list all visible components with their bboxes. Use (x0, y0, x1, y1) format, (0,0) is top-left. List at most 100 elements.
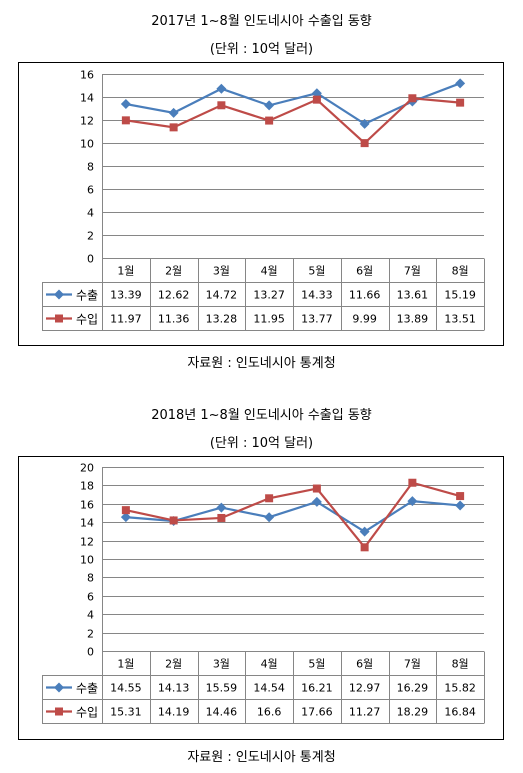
x-category-label: 6월 (356, 658, 373, 671)
chart-subtitle-2017: (단위 : 10억 달러) (209, 42, 314, 57)
data-point-marker (216, 83, 227, 94)
data-point-marker (265, 494, 274, 503)
data-table-value: 11.95 (253, 313, 285, 326)
y-tick-label: 8 (87, 572, 94, 585)
chart-subtitle-2018: (단위 : 10억 달러) (209, 436, 314, 451)
chart-title-2018: 2018년 1~8월 인도네시아 수출입 동향 (151, 408, 372, 423)
data-table-value: 14.13 (158, 682, 190, 695)
chart-source-2018: 자료원 : 인도네시아 통계청 (187, 750, 336, 765)
y-tick-label: 0 (87, 646, 94, 659)
data-table-value: 15.59 (206, 682, 238, 695)
x-category-label: 3월 (213, 265, 230, 278)
legend-series-name: 수출 (76, 682, 98, 696)
series-line-수출 (125, 500, 461, 533)
data-point-marker (311, 496, 322, 507)
data-table-value: 13.27 (253, 289, 285, 302)
y-tick-label: 14 (80, 92, 94, 105)
y-tick-label: 8 (87, 161, 94, 174)
y-tick-label: 20 (80, 462, 94, 475)
data-point-marker (407, 496, 418, 507)
legend-series-name: 수출 (76, 289, 98, 303)
y-tick-label: 12 (80, 536, 94, 549)
data-point-marker (408, 478, 417, 487)
data-point-marker (264, 512, 275, 523)
data-table-value: 11.66 (349, 289, 381, 302)
chart-frame-2017 (18, 62, 504, 346)
data-point-marker (359, 118, 370, 129)
data-point-marker (455, 78, 466, 89)
data-table-value: 11.36 (158, 313, 190, 326)
y-tick-label: 18 (80, 480, 94, 493)
chart-title-2017: 2017년 1~8월 인도네시아 수출입 동향 (151, 14, 372, 29)
x-category-label: 3월 (213, 658, 230, 671)
y-tick-label: 2 (87, 230, 94, 243)
y-tick-label: 12 (80, 115, 94, 128)
data-point-marker (120, 99, 131, 110)
data-point-marker (217, 513, 226, 522)
data-point-marker (217, 101, 226, 110)
y-tick-label: 2 (87, 628, 94, 641)
x-category-label: 4월 (261, 265, 278, 278)
x-category-label: 8월 (452, 265, 469, 278)
y-tick-label: 6 (87, 591, 94, 604)
data-point-marker (359, 526, 370, 537)
y-tick-label: 16 (80, 499, 94, 512)
data-table-value: 13.28 (206, 313, 238, 326)
data-point-marker (360, 543, 369, 552)
y-tick-label: 14 (80, 517, 94, 530)
data-point-marker (312, 95, 321, 104)
y-tick-label: 0 (87, 253, 94, 266)
data-point-marker (456, 98, 465, 107)
x-category-label: 4월 (261, 658, 278, 671)
y-tick-label: 4 (87, 207, 94, 220)
y-tick-label: 4 (87, 609, 94, 622)
data-point-marker (408, 94, 417, 103)
data-table-value: 13.89 (397, 313, 429, 326)
data-table-value: 16.29 (397, 682, 429, 695)
data-table-value: 16.84 (444, 706, 476, 719)
legend-key-marker (55, 314, 63, 323)
data-table-value: 12.62 (158, 289, 190, 302)
data-table-value: 14.19 (158, 706, 190, 719)
data-table-value: 14.72 (206, 289, 238, 302)
data-point-marker (120, 512, 131, 523)
legend-key-marker (54, 682, 64, 693)
chart-source-2017: 자료원 : 인도네시아 통계청 (187, 356, 336, 371)
series-line-수입 (125, 481, 461, 550)
data-point-marker (169, 123, 178, 132)
data-table-value: 17.66 (301, 706, 333, 719)
x-category-label: 2월 (165, 265, 182, 278)
x-category-label: 5월 (308, 265, 325, 278)
x-category-label: 1월 (117, 658, 134, 671)
data-point-marker (360, 139, 369, 148)
data-table-value: 13.77 (301, 313, 333, 326)
legend-series-name: 수입 (76, 706, 98, 720)
legend-key-marker (55, 707, 63, 716)
x-category-label: 8월 (452, 658, 469, 671)
data-point-marker (121, 116, 130, 125)
y-tick-label: 16 (80, 69, 94, 82)
data-table-value: 13.39 (110, 289, 142, 302)
chart-frame-2018 (18, 456, 504, 740)
x-category-label: 7월 (404, 658, 421, 671)
data-table-value: 16.6 (257, 706, 282, 719)
data-point-marker (455, 500, 466, 511)
y-tick-label: 10 (80, 138, 94, 151)
data-table-value: 14.55 (110, 682, 142, 695)
data-point-marker (168, 107, 179, 118)
data-table-value: 14.46 (206, 706, 238, 719)
data-point-marker (264, 100, 275, 111)
data-point-marker (121, 506, 130, 515)
data-table-value: 15.82 (444, 682, 476, 695)
data-point-marker (265, 116, 274, 125)
y-tick-label: 10 (80, 554, 94, 567)
data-point-marker (169, 516, 178, 525)
data-point-marker (216, 502, 227, 513)
data-table-value: 13.61 (397, 289, 429, 302)
legend-key-marker (54, 289, 64, 300)
x-category-label: 1월 (117, 265, 134, 278)
legend-series-name: 수입 (76, 313, 98, 327)
x-category-label: 5월 (308, 658, 325, 671)
